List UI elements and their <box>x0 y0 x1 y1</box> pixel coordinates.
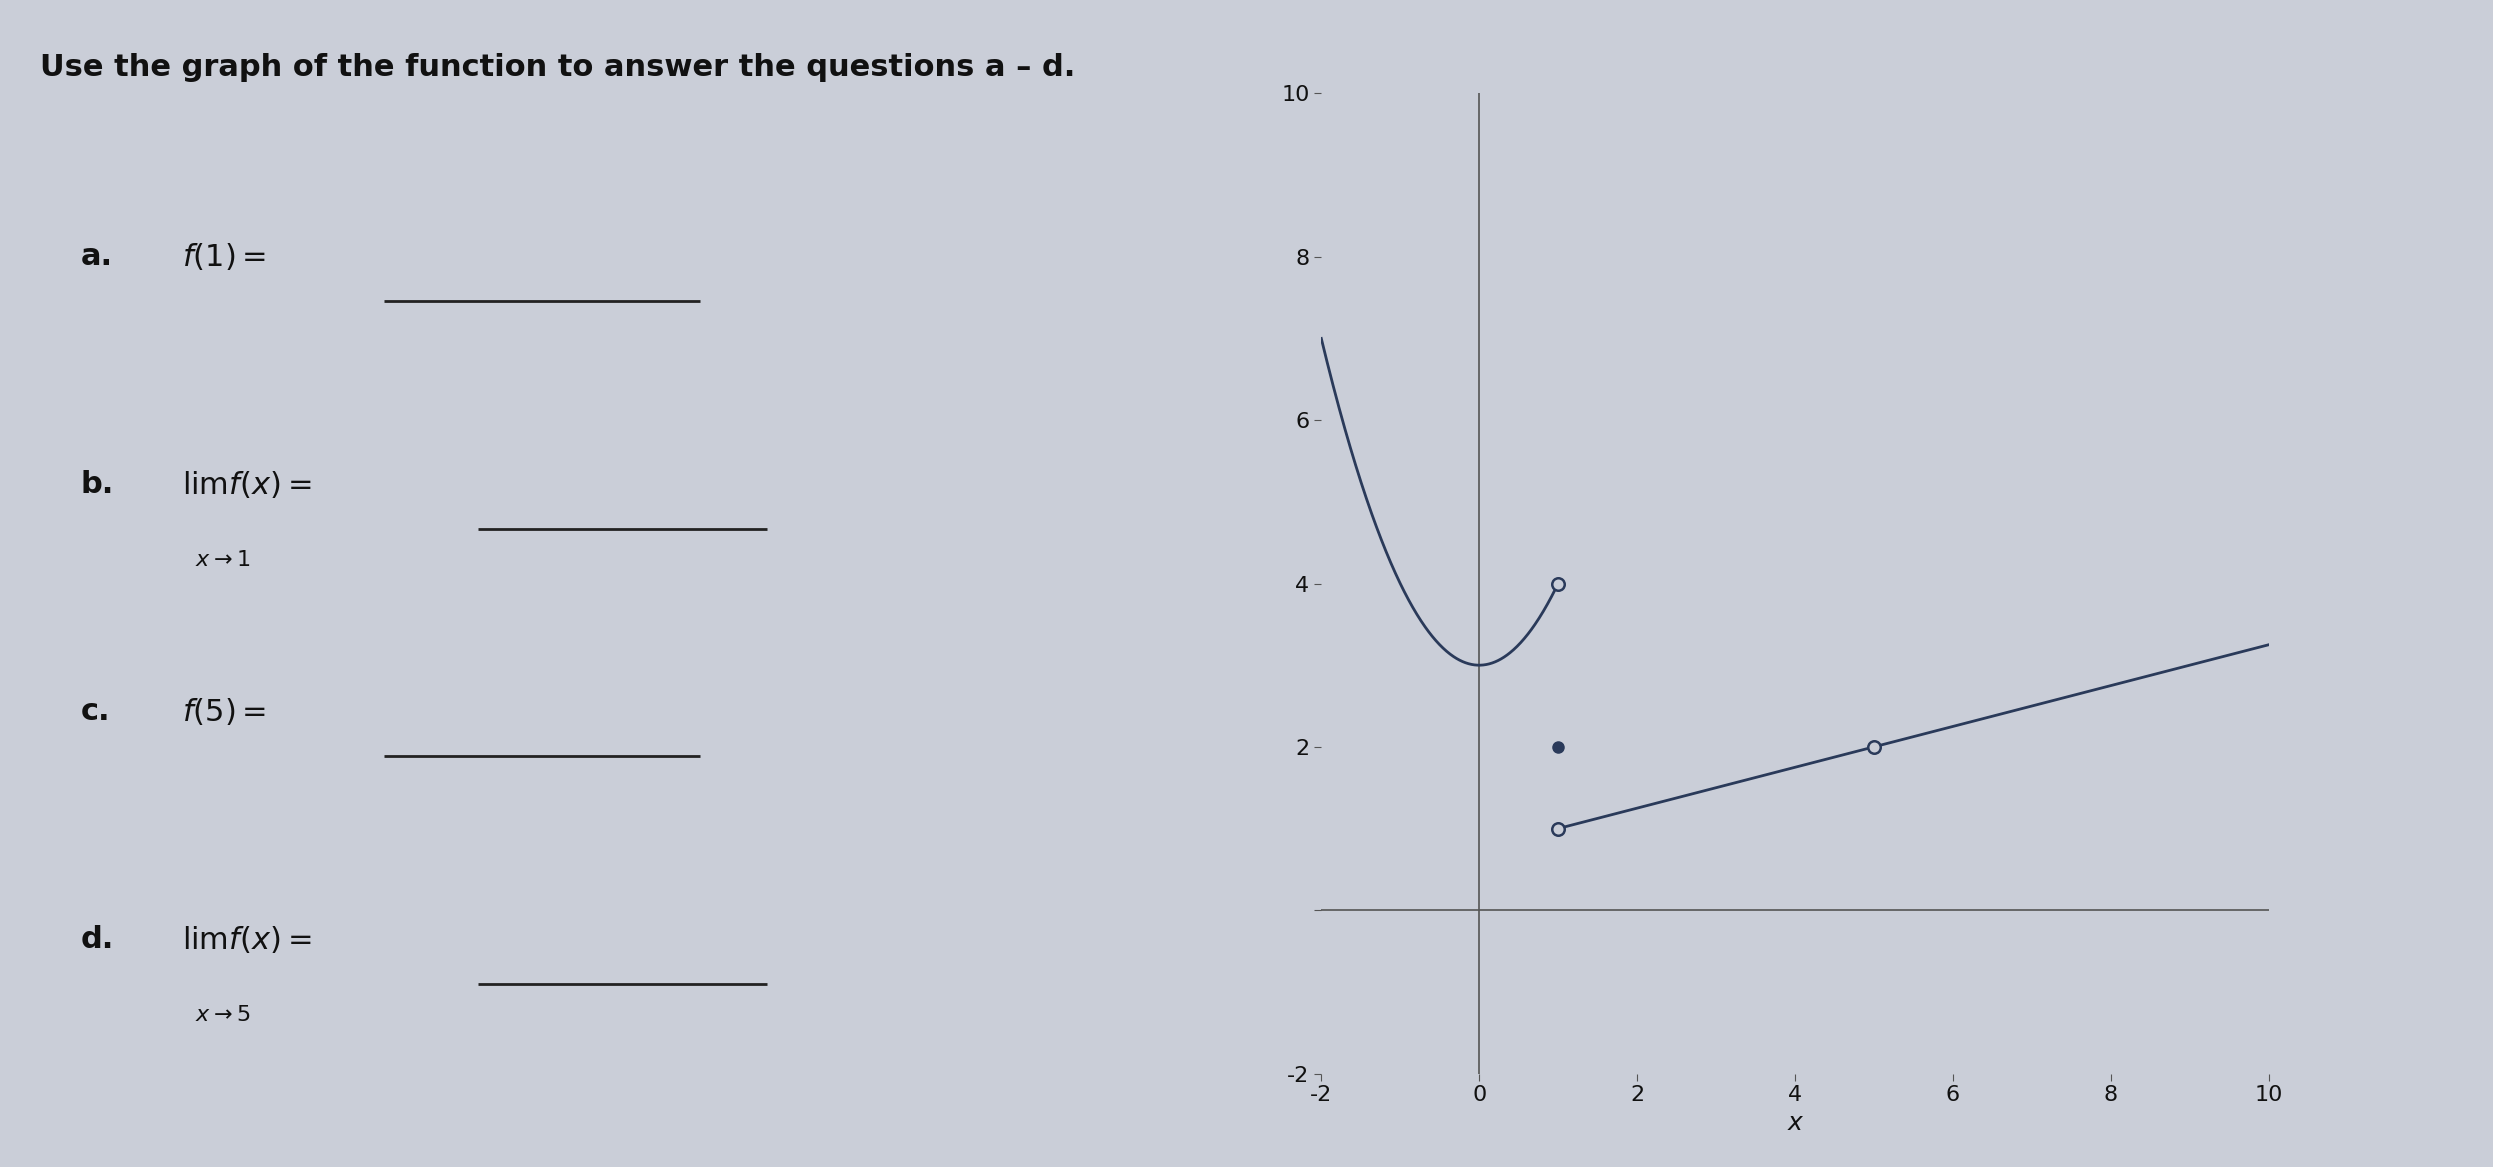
Text: Use the graph of the function to answer the questions a – d.: Use the graph of the function to answer … <box>40 53 1077 82</box>
Text: $\lim f(x) =$: $\lim f(x) =$ <box>182 469 312 499</box>
Text: $\lim f(x) =$: $\lim f(x) =$ <box>182 924 312 955</box>
Text: a.: a. <box>80 243 112 271</box>
Text: c.: c. <box>80 698 110 726</box>
Text: b.: b. <box>80 470 115 498</box>
Text: $f(1) =$: $f(1) =$ <box>182 242 267 272</box>
Text: $x \rightarrow 1$: $x \rightarrow 1$ <box>194 550 249 571</box>
X-axis label: x: x <box>1787 1111 1802 1135</box>
Text: $x \rightarrow 5$: $x \rightarrow 5$ <box>194 1005 249 1026</box>
Text: $f(5) =$: $f(5) =$ <box>182 697 267 727</box>
Text: d.: d. <box>80 925 115 953</box>
